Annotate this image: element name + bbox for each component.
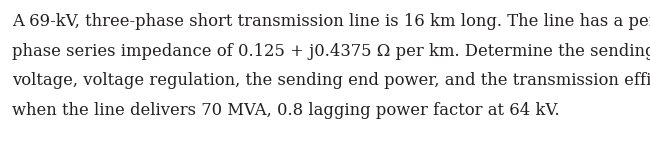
Text: A 69-kV, three-phase short transmission line is 16 km long. The line has a per: A 69-kV, three-phase short transmission … bbox=[12, 13, 650, 30]
Text: voltage, voltage regulation, the sending end power, and the transmission efficie: voltage, voltage regulation, the sending… bbox=[12, 72, 650, 89]
Text: when the line delivers 70 MVA, 0.8 lagging power factor at 64 kV.: when the line delivers 70 MVA, 0.8 laggi… bbox=[12, 101, 560, 119]
Text: phase series impedance of 0.125 + j0.4375 Ω per km. Determine the sending end: phase series impedance of 0.125 + j0.437… bbox=[12, 43, 650, 60]
